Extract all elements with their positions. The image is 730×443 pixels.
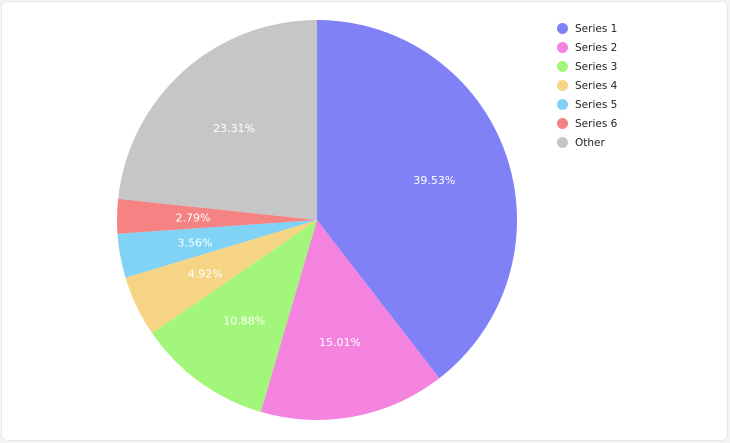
legend-swatch <box>557 42 568 53</box>
legend-item-7[interactable]: Other <box>557 133 617 152</box>
legend-item-3[interactable]: Series 3 <box>557 57 617 76</box>
legend-swatch <box>557 23 568 34</box>
legend-swatch <box>557 137 568 148</box>
legend-swatch <box>557 99 568 110</box>
legend-item-2[interactable]: Series 2 <box>557 38 617 57</box>
slice-value-label-4: 4.92% <box>188 268 223 281</box>
slice-value-label-1: 39.53% <box>413 174 455 187</box>
slice-value-label-2: 15.01% <box>319 336 361 349</box>
legend-swatch <box>557 80 568 91</box>
legend-label: Series 4 <box>575 79 618 92</box>
legend-label: Series 5 <box>575 98 618 111</box>
pie-slice-3[interactable] <box>152 220 317 412</box>
pie-slice-4[interactable] <box>125 220 317 334</box>
slice-value-label-3: 10.88% <box>223 314 265 327</box>
pie-slice-2[interactable] <box>260 220 440 420</box>
legend-label: Series 6 <box>575 117 618 130</box>
legend-item-5[interactable]: Series 5 <box>557 95 617 114</box>
pie-slice-5[interactable] <box>117 220 317 278</box>
legend-label: Series 3 <box>575 60 618 73</box>
legend-item-6[interactable]: Series 6 <box>557 114 617 133</box>
legend-item-1[interactable]: Series 1 <box>557 19 617 38</box>
pie-slice-7[interactable] <box>118 20 317 220</box>
slice-value-label-7: 23.31% <box>213 122 255 135</box>
slice-value-label-6: 2.79% <box>176 212 211 225</box>
legend-label: Other <box>575 136 605 149</box>
chart-legend: Series 1 Series 2 Series 3 Series 4 Series 5… <box>557 19 617 152</box>
pie-slice-1[interactable] <box>317 20 517 379</box>
legend-label: Series 2 <box>575 41 618 54</box>
legend-label: Series 1 <box>575 22 618 35</box>
slice-value-label-5: 3.56% <box>178 236 213 249</box>
legend-swatch <box>557 118 568 129</box>
legend-swatch <box>557 61 568 72</box>
pie-slice-6[interactable] <box>117 198 317 234</box>
legend-item-4[interactable]: Series 4 <box>557 76 617 95</box>
